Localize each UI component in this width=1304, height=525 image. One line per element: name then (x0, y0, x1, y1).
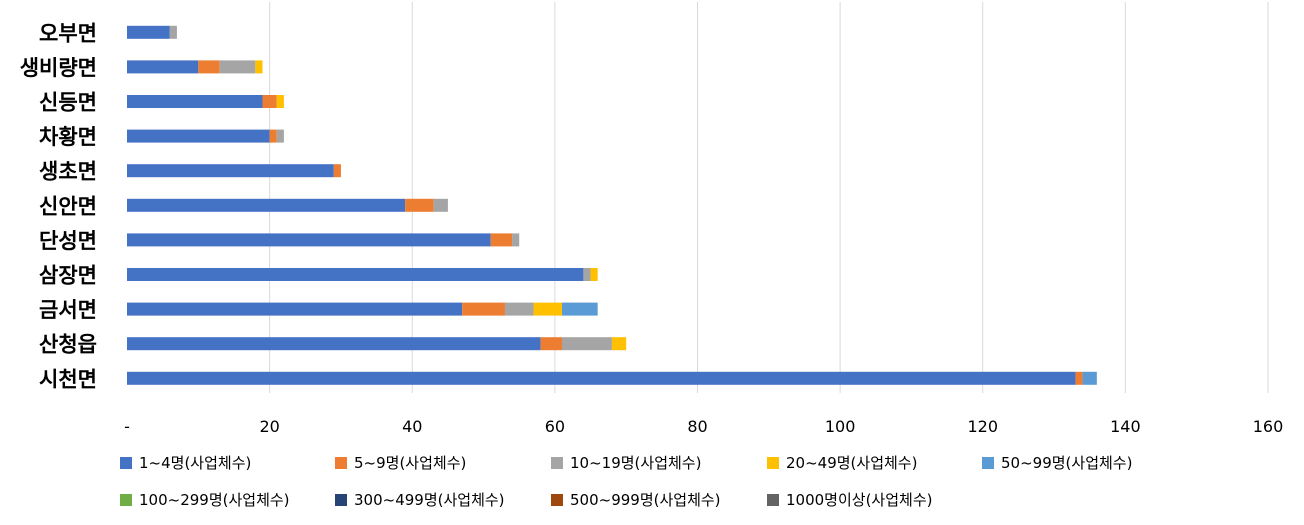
legend-label: 500~999명(사업체수) (570, 491, 721, 509)
bar-segment (169, 25, 177, 39)
legend-item: 100~299명(사업체수) (120, 491, 290, 509)
legend-swatch (120, 494, 132, 506)
bar-segment (127, 371, 1076, 385)
bar-segment (127, 198, 406, 212)
legend: 1~4명(사업체수) 5~9명(사업체수) 10~19명(사업체수) 20~49명(사… (120, 454, 1132, 509)
x-tick-label: 80 (687, 417, 707, 436)
legend-item: 500~999명(사업체수) (551, 491, 721, 509)
bar-segment (462, 302, 505, 316)
bar-segment (512, 233, 520, 247)
legend-swatch (120, 457, 132, 469)
legend-label: 20~49명(사업체수) (786, 454, 917, 472)
bar-segment (405, 198, 434, 212)
x-tick-label: 100 (825, 417, 856, 436)
legend-swatch (551, 494, 563, 506)
bar-segment (127, 164, 334, 178)
legend-item: 5~9명(사업체수) (335, 454, 466, 472)
bar-segment (1075, 371, 1083, 385)
category-label: 신안면 (39, 194, 97, 218)
bar-segment (490, 233, 513, 247)
category-label: 단성면 (39, 229, 97, 253)
bar-segment (590, 268, 598, 281)
bar-segment (276, 95, 284, 108)
x-tick-label: 40 (402, 417, 422, 436)
bar-segment (533, 302, 563, 316)
bar-segment (198, 60, 220, 74)
category-label: 삼장면 (39, 264, 97, 288)
bar-segment (1082, 371, 1097, 385)
bar-segment (255, 60, 263, 74)
bar-segment (262, 95, 277, 108)
category-label: 신등면 (39, 91, 97, 115)
legend-label: 1000명이상(사업체수) (786, 491, 932, 509)
x-tick-label: 60 (545, 417, 565, 436)
legend-label: 100~299명(사업체수) (139, 491, 290, 509)
legend-swatch (551, 457, 563, 469)
bar-segment (127, 337, 541, 351)
category-label: 차황면 (39, 125, 97, 149)
bar-segment (127, 268, 584, 281)
legend-label: 300~499명(사업체수) (354, 491, 505, 509)
bar-segment (127, 233, 491, 247)
category-label: 금서면 (39, 298, 97, 322)
legend-swatch (767, 494, 779, 506)
bar-segment (562, 337, 612, 351)
category-label: 오부면 (39, 21, 97, 45)
category-label: 생초면 (39, 160, 97, 184)
bar-segment (433, 198, 448, 212)
bar-segment (333, 164, 341, 178)
bar-segment (219, 60, 256, 74)
bar-segment (269, 129, 277, 143)
bar-segment (127, 60, 199, 74)
bar-segment (276, 129, 284, 143)
legend-item: 1~4명(사업체수) (120, 454, 251, 472)
x-tick-label: 140 (1110, 417, 1141, 436)
legend-label: 1~4명(사업체수) (139, 454, 251, 472)
bars (127, 25, 1097, 385)
bar-segment (127, 95, 263, 108)
bar-segment (611, 337, 627, 351)
legend-swatch (335, 457, 347, 469)
legend-label: 50~99명(사업체수) (1001, 454, 1132, 472)
bar-segment (127, 302, 463, 316)
bar-segment (127, 25, 170, 39)
category-label: 시천면 (39, 367, 97, 391)
legend-item: 10~19명(사업체수) (551, 454, 701, 472)
x-axis-tick-labels: - 20 40 60 80 100 120 140 160 (124, 417, 1283, 436)
x-tick-label: 160 (1253, 417, 1284, 436)
x-tick-label: - (124, 417, 130, 436)
bar-segment (562, 302, 598, 316)
x-tick-label: 20 (259, 417, 279, 436)
legend-item: 50~99명(사업체수) (982, 454, 1132, 472)
legend-swatch (335, 494, 347, 506)
legend-item: 300~499명(사업체수) (335, 491, 505, 509)
legend-label: 10~19명(사업체수) (570, 454, 701, 472)
bar-segment (504, 302, 534, 316)
bar-segment (540, 337, 563, 351)
legend-item: 1000명이상(사업체수) (767, 491, 932, 509)
legend-label: 5~9명(사업체수) (354, 454, 466, 472)
category-label: 산청읍 (39, 333, 97, 357)
legend-item: 20~49명(사업체수) (767, 454, 917, 472)
legend-swatch (982, 457, 994, 469)
bar-segment (583, 268, 591, 281)
grid-lines (269, 2, 1269, 393)
category-label: 생비량면 (20, 56, 97, 80)
x-tick-label: 120 (967, 417, 998, 436)
legend-swatch (767, 457, 779, 469)
bar-segment (127, 129, 270, 143)
